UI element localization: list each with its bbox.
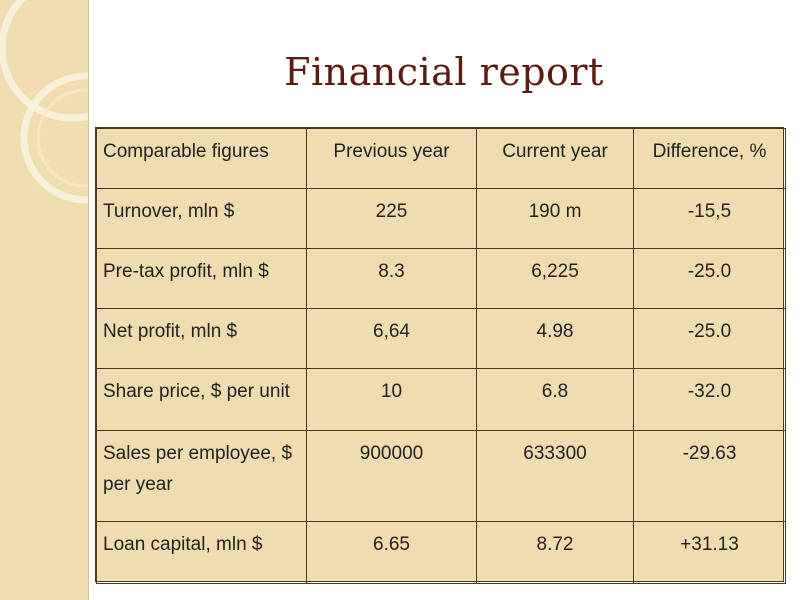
difference-value: -32.0 (633, 368, 786, 431)
current-year-value: 6.8 (476, 368, 634, 431)
difference-value: -25.0 (633, 248, 786, 309)
table-row: Loan capital, mln $ 6.65 8.72 +31.13 (96, 521, 786, 584)
row-label: Sales per employee, $ per year (96, 430, 307, 522)
decorative-circle-inner (36, 88, 88, 188)
previous-year-value: 10 (306, 368, 477, 431)
decorative-circle-top (0, 0, 88, 122)
difference-value: +31.13 (633, 521, 786, 584)
table-row: Share price, $ per unit 10 6.8 -32.0 (96, 368, 786, 431)
table-row: Net profit, mln $ 6,64 4.98 -25.0 (96, 308, 786, 369)
header-difference-percent: Difference, % (633, 128, 786, 189)
row-label: Loan capital, mln $ (96, 521, 307, 584)
previous-year-value: 900000 (306, 430, 477, 522)
difference-value: -25.0 (633, 308, 786, 369)
current-year-value: 4.98 (476, 308, 634, 369)
table-row: Sales per employee, $ per year 900000 63… (96, 430, 786, 522)
table-header-row: Comparable figures Previous year Current… (96, 128, 786, 189)
previous-year-value: 6,64 (306, 308, 477, 369)
header-previous-year: Previous year (306, 128, 477, 189)
financial-table-container: Comparable figures Previous year Current… (95, 127, 786, 584)
difference-value: -29.63 (633, 430, 786, 522)
current-year-value: 190 m (476, 188, 634, 249)
table-row: Pre-tax profit, mln $ 8.3 6,225 -25.0 (96, 248, 786, 309)
decorative-side-band (0, 0, 89, 600)
previous-year-value: 8.3 (306, 248, 477, 309)
previous-year-value: 6.65 (306, 521, 477, 584)
previous-year-value: 225 (306, 188, 477, 249)
row-label: Net profit, mln $ (96, 308, 307, 369)
decorative-circle-bottom (20, 72, 88, 204)
difference-value: -15,5 (633, 188, 786, 249)
header-comparable-figures: Comparable figures (96, 128, 307, 189)
header-current-year: Current year (476, 128, 634, 189)
decorative-circles-graphic (0, 0, 88, 204)
current-year-value: 633300 (476, 430, 634, 522)
current-year-value: 6,225 (476, 248, 634, 309)
financial-report-table: Comparable figures Previous year Current… (96, 128, 786, 584)
row-label: Share price, $ per unit (96, 368, 307, 431)
slide-title: Financial report (284, 50, 604, 94)
current-year-value: 8.72 (476, 521, 634, 584)
row-label: Pre-tax profit, mln $ (96, 248, 307, 309)
row-label: Turnover, mln $ (96, 188, 307, 249)
table-row: Turnover, mln $ 225 190 m -15,5 (96, 188, 786, 249)
